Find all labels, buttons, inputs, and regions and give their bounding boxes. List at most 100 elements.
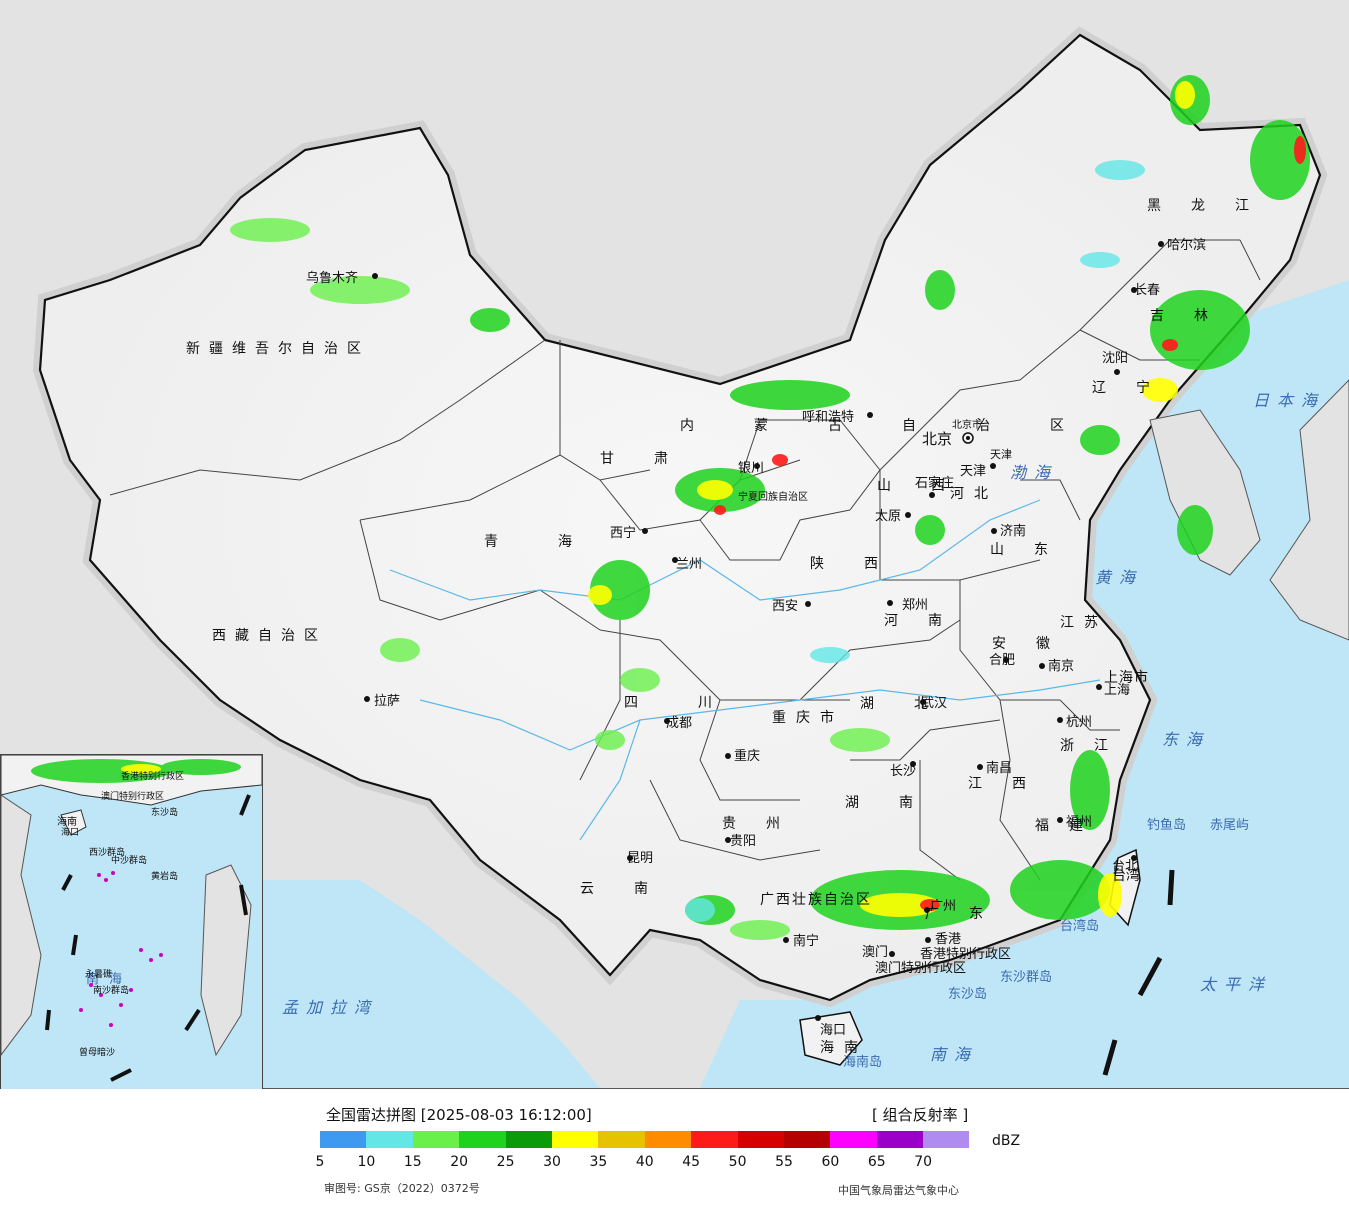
city-label: 银川 [738,461,764,476]
province-label: 新疆维吾尔自治区 [186,341,370,357]
svg-text:澳门特别行政区: 澳门特别行政区 [101,790,164,802]
city-label: 长春 [1134,283,1160,298]
province-label: 云南 [580,881,688,897]
city-label: 台北 [1112,859,1138,874]
svg-text:永暑礁: 永暑礁 [85,968,112,980]
city-label: 石家庄 [915,475,954,491]
svg-text:曾母暗沙: 曾母暗沙 [79,1046,115,1058]
color-swatch [830,1131,877,1148]
city-label: 福州 [1066,815,1092,830]
legend-title: 全国雷达拼图 [2025-08-03 16:12:00] [326,1106,592,1124]
province-label: 广西壮族自治区 [760,892,872,908]
city-label: 哈尔滨 [1167,237,1206,253]
scale-tick-label: 15 [403,1154,422,1170]
scale-tick-label: 60 [821,1154,840,1170]
color-swatch [366,1131,413,1148]
city-label: 拉萨 [374,694,400,709]
province-label: 黑龙江 [1147,198,1279,214]
bay-of-bengal-area [262,880,600,1088]
province-label: 青海 [484,534,632,550]
province-label: 贵州 [722,816,810,832]
city-label: 武汉 [921,696,947,711]
city-label: 澳门 [862,944,888,960]
province-label: 河北 [950,486,998,502]
city-label: 沈阳 [1102,351,1128,366]
province-label: 河南 [884,613,972,629]
province-boundaries [109,239,1261,881]
svg-text:香港特别行政区: 香港特别行政区 [121,770,184,782]
city-label: 合肥 [989,653,1015,668]
producer-credit: 中国气象局雷达气象中心 [838,1184,959,1197]
svg-text:南沙群岛: 南沙群岛 [93,984,129,996]
city-label: 重庆 [734,748,760,764]
color-swatch [876,1131,924,1148]
province-label: 浙江 [1060,738,1128,754]
province-label: 吉林 [1150,308,1238,324]
province-label: 湖南 [845,795,953,811]
city-label: 乌鲁木齐 [306,270,358,286]
city-label: 广州 [930,899,956,914]
province-label: 内蒙古自治区 [680,418,1124,434]
city-labels: 乌鲁木齐 拉萨 西宁 兰州 银川 呼和浩特 北京 天津 石家庄 太原 济南 郑州… [306,237,1206,1038]
province-label: 福建 [1035,818,1103,834]
scale-tick-label: 70 [914,1154,933,1170]
city-label: 昆明 [627,851,653,866]
map-canvas: 日本海 渤海 黄海 东海 太平洋 南海 孟加拉湾 钓鱼岛 赤尾屿 东沙群岛 东沙… [32,26,1349,1088]
scale-tick-label: 40 [635,1154,654,1170]
scale-tick-label: 25 [496,1154,515,1170]
color-swatch [412,1131,460,1148]
island-label-dongsha: 东沙岛 [948,986,987,1002]
city-label: 南京 [1048,658,1074,674]
sea-label-yellow: 黄海 [1095,568,1143,587]
province-label: 江西 [968,776,1056,792]
color-swatch [459,1131,506,1148]
province-label: 安徽 [992,636,1080,652]
sea-label-bohai: 渤海 [1010,463,1058,482]
province-label: 天津 [990,448,1012,461]
city-label: 太原 [875,509,901,524]
province-label: 山西 [877,478,985,494]
city-label: 南昌 [986,760,1012,776]
scale-tick-label: 55 [775,1154,793,1170]
japan-islands [1269,379,1349,641]
color-swatch [551,1131,599,1148]
province-label: 甘肃 [600,451,708,467]
legend-product: [ 组合反射率 ] [872,1106,969,1124]
city-label: 兰州 [676,557,702,572]
province-labels: 新疆维吾尔自治区 西藏自治区 青海 甘肃 内蒙古自治区 黑龙江 吉林 辽宁 河北… [186,198,1279,1056]
radar-map: 日本海 渤海 黄海 东海 太平洋 南海 孟加拉湾 钓鱼岛 赤尾屿 东沙群岛 东沙… [0,0,1349,1090]
color-swatch [598,1131,645,1148]
city-label: 杭州 [1066,715,1092,730]
scale-tick-label: 30 [543,1154,561,1170]
color-swatch [320,1131,367,1148]
korea-peninsula [1149,409,1261,576]
province-label: 辽宁 [1092,379,1180,396]
scale-tick-label: 50 [728,1154,747,1170]
svg-text:黄岩岛: 黄岩岛 [151,870,178,882]
sea-label-bengal: 孟加拉湾 [282,998,378,1017]
scale-tick-label: 45 [682,1154,701,1170]
svg-text:西沙群岛: 西沙群岛 [89,846,125,858]
inset-sea-label: 南海 [86,971,132,987]
sea-label-east: 东海 [1162,730,1210,749]
city-label: 长沙 [890,764,916,779]
city-label: 西安 [772,599,798,614]
legend-panel [0,1089,1349,1208]
inset-canvas: 南海 西沙群岛 中沙群岛 黄岩岛 南沙群岛 曾母暗沙 永暑礁 东沙岛 海南 海口… [1,755,262,1082]
color-swatch [644,1131,692,1148]
color-swatch [737,1131,784,1148]
city-label: 北京 [922,430,952,448]
svg-text:海口: 海口 [61,826,79,838]
province-label: 四川 [624,695,772,711]
province-label: 重庆市 [772,709,844,726]
city-label: 海口 [820,1023,846,1038]
rivers [389,499,1101,841]
scale-tick-label: 65 [867,1154,886,1170]
city-label: 贵阳 [730,834,756,849]
province-label: 山东 [990,542,1078,558]
province-label: 陕西 [810,556,918,572]
scale-tick-label: 20 [450,1154,469,1170]
province-label: 海南 [820,1040,868,1056]
province-label: 宁夏回族自治区 [738,490,808,503]
